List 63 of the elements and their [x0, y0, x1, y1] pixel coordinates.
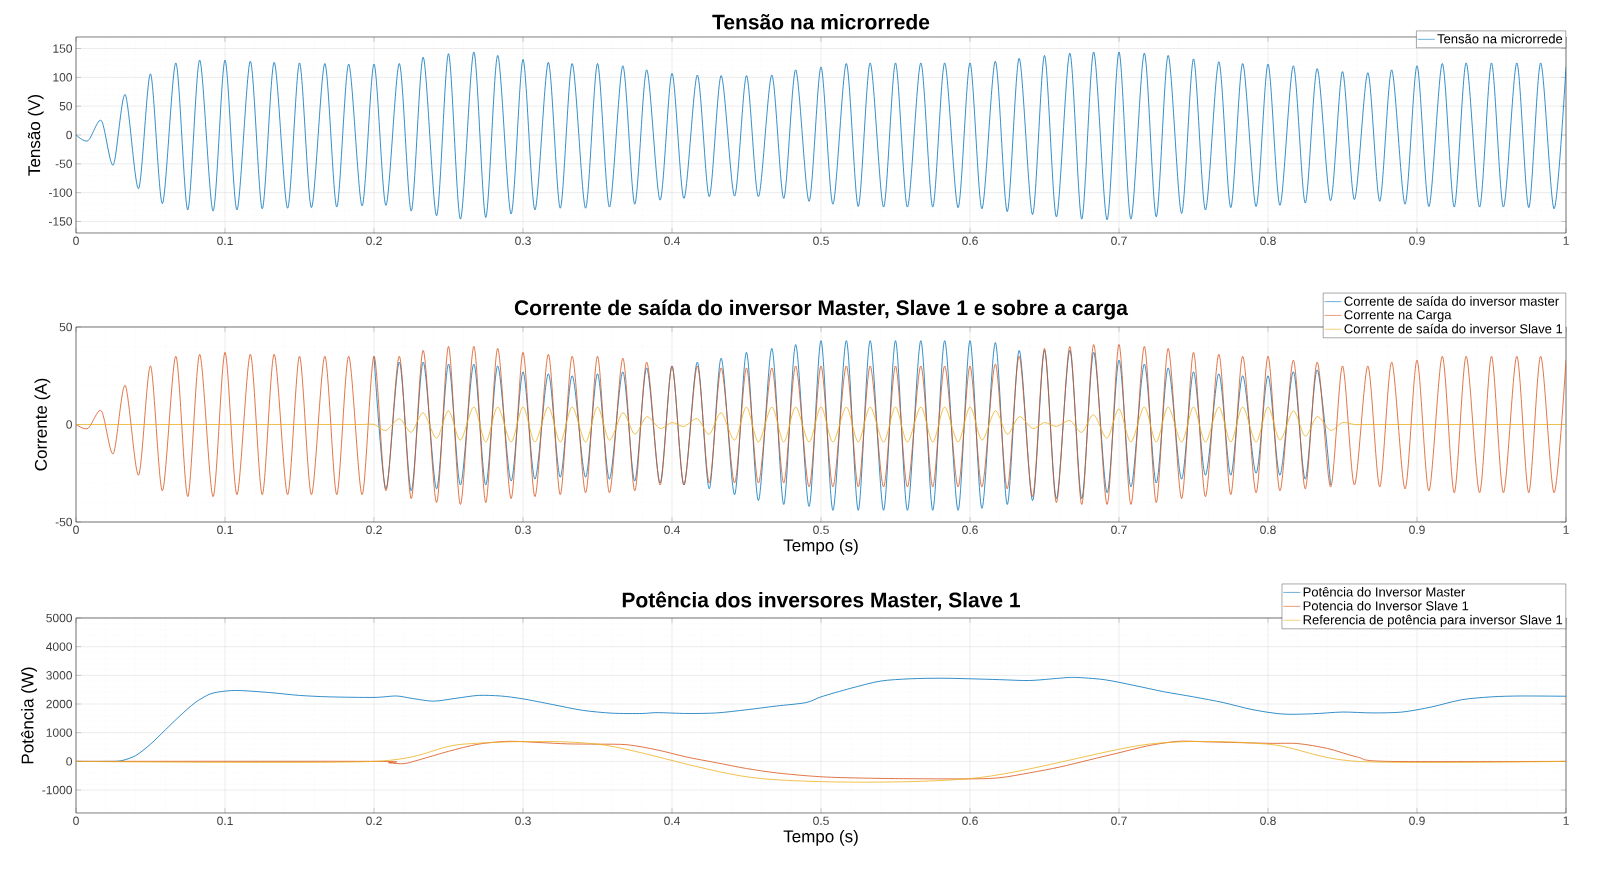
- legend-label: Referencia de potência para inversor Slave 1: [1303, 614, 1563, 627]
- x-tick-label: 0.9: [1409, 525, 1425, 535]
- x-tick-label: 0.4: [664, 816, 680, 826]
- legend-label: Tensão na microrrede: [1437, 33, 1563, 44]
- x-tick-label: 0.6: [962, 816, 978, 826]
- x-tick-label: 1: [1563, 816, 1569, 825]
- chart-title: Tensão na microrrede: [712, 14, 930, 30]
- y-tick-label: 3000: [46, 671, 73, 680]
- x-tick-label: 0.7: [1111, 236, 1127, 246]
- y-tick-label: 50: [59, 322, 73, 332]
- x-axis-title: Tempo (s): [783, 538, 858, 555]
- y-tick-label: 2000: [46, 699, 73, 709]
- x-tick-label: 0.5: [813, 525, 829, 535]
- x-tick-label: 0.8: [1260, 236, 1276, 246]
- y-tick-label: 0: [66, 757, 73, 766]
- y-tick-label: -150: [48, 217, 73, 226]
- x-tick-label: 0.8: [1260, 525, 1276, 535]
- legend-label: Corrente de saída do inversor Slave 1: [1344, 323, 1563, 334]
- x-tick-label: 1: [1563, 236, 1569, 245]
- x-tick-label: 0.2: [366, 236, 382, 246]
- x-tick-label: 0.3: [515, 525, 531, 535]
- legend-label: Potencia do Inversor Slave 1: [1303, 600, 1469, 611]
- y-tick-label: 0: [66, 420, 73, 429]
- y-tick-label: 5000: [46, 613, 73, 623]
- y-axis-title: Corrente (A): [34, 378, 51, 471]
- y-tick-label: 150: [53, 44, 73, 53]
- x-tick-label: 0.7: [1111, 525, 1127, 535]
- y-tick-label: -50: [55, 159, 73, 169]
- x-tick-label: 0.1: [217, 816, 233, 826]
- x-tick-label: 0.2: [366, 525, 382, 535]
- y-tick-label: 50: [59, 101, 73, 111]
- line-series: [76, 406, 1566, 443]
- y-tick-label: 1000: [46, 728, 73, 737]
- x-tick-label: 0.1: [217, 236, 233, 246]
- x-tick-label: 0.9: [1409, 236, 1425, 246]
- y-axis-title: Tensão (V): [27, 94, 44, 176]
- y-axis-title: Potência (W): [21, 667, 37, 764]
- x-tick-label: 0.7: [1111, 816, 1127, 826]
- x-tick-label: 0.5: [813, 236, 829, 246]
- x-tick-label: 0.8: [1260, 816, 1276, 826]
- y-tick-label: -100: [48, 188, 73, 197]
- chart-title: Corrente de saída do inversor Master, Slave 1 e sobre a carga: [514, 299, 1129, 320]
- y-tick-label: 4000: [46, 642, 73, 651]
- y-tick-label: 100: [53, 73, 73, 82]
- x-tick-label: 0.6: [962, 236, 978, 246]
- legend-label: Corrente de saída do inversor master: [1344, 296, 1559, 306]
- legend-label: Potência do Inversor Master: [1303, 586, 1465, 597]
- x-tick-label: 0.4: [664, 525, 680, 535]
- legend-label: Corrente na Carga: [1344, 310, 1452, 322]
- x-tick-label: 0.9: [1409, 816, 1425, 826]
- y-tick-label: -1000: [42, 785, 73, 795]
- y-tick-label: 0: [66, 130, 73, 140]
- x-tick-label: 0.3: [515, 236, 531, 246]
- x-tick-label: 0.5: [813, 816, 829, 826]
- x-tick-label: 0.2: [366, 816, 382, 826]
- x-axis-title: Tempo (s): [783, 829, 858, 846]
- x-tick-label: 0.1: [217, 525, 233, 535]
- x-tick-label: 0.6: [962, 525, 978, 535]
- chart-title: Potência dos inversores Master, Slave 1: [622, 591, 1020, 611]
- x-tick-label: 1: [1563, 525, 1569, 534]
- x-tick-label: 0.3: [515, 816, 531, 826]
- x-tick-label: 0.4: [664, 236, 680, 246]
- y-tick-label: -50: [55, 517, 73, 527]
